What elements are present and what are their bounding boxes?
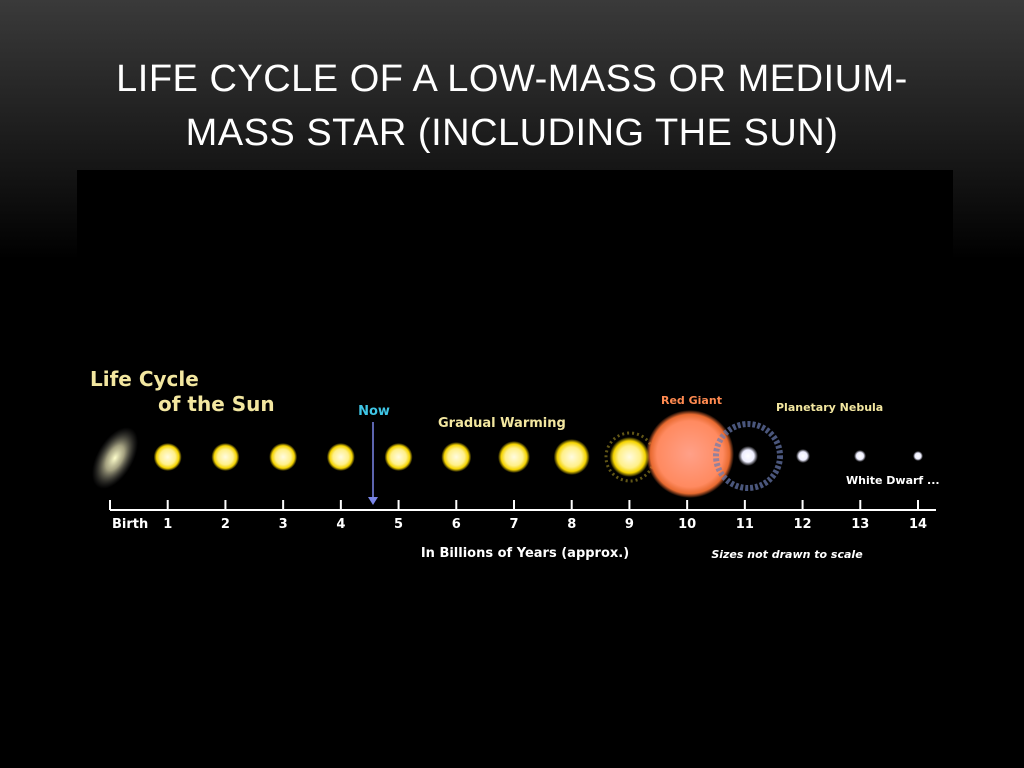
star xyxy=(384,443,413,471)
planetary-nebula xyxy=(713,421,783,491)
axis-tick-label: 4 xyxy=(336,517,345,532)
red-giant-label: Red Giant xyxy=(661,394,722,407)
now-label: Now xyxy=(358,404,390,419)
star xyxy=(609,437,650,477)
axis-tick-label: Birth xyxy=(112,517,148,532)
white-dwarf xyxy=(738,446,758,466)
axis-tick-label: 12 xyxy=(794,517,812,532)
star xyxy=(498,441,530,473)
warming-label: Gradual Warming xyxy=(438,416,566,431)
birth-nebula xyxy=(91,427,139,489)
slide-title: LIFE CYCLE OF A LOW-MASS OR MEDIUM-MASS … xyxy=(116,58,908,154)
axis-tick-label: 2 xyxy=(221,517,230,532)
now-arrow-head xyxy=(368,497,378,505)
axis-tick-label: 11 xyxy=(736,517,754,532)
axis-label: In Billions of Years (approx.) xyxy=(421,546,629,561)
white-dwarf xyxy=(854,450,866,462)
axis-tick-label: 5 xyxy=(394,517,403,532)
axis-tick-label: 8 xyxy=(567,517,576,532)
diagram-heading: Life Cycle xyxy=(90,367,199,391)
axis-tick-label: 3 xyxy=(279,517,288,532)
star xyxy=(441,442,472,472)
axis-tick-label: 9 xyxy=(625,517,634,532)
axis-tick-label: 7 xyxy=(509,517,518,532)
star xyxy=(269,443,298,471)
diagram-heading: of the Sun xyxy=(158,392,275,416)
white-dwarf xyxy=(796,449,810,463)
star xyxy=(326,443,355,471)
axis-tick-label: 1 xyxy=(163,517,172,532)
star xyxy=(153,443,182,471)
nebula-label: Planetary Nebula xyxy=(776,401,883,414)
scale-note: Sizes not drawn to scale xyxy=(711,548,863,561)
red-giant xyxy=(646,410,734,498)
white-dwarf-label: White Dwarf ... xyxy=(846,474,940,487)
star xyxy=(211,443,240,471)
axis-tick-label: 6 xyxy=(452,517,461,532)
axis-tick-label: 14 xyxy=(909,517,927,532)
star xyxy=(553,439,590,475)
image-panel xyxy=(77,170,953,670)
axis-tick-label: 10 xyxy=(678,517,696,532)
axis-tick-label: 13 xyxy=(851,517,869,532)
white-dwarf xyxy=(913,451,923,461)
